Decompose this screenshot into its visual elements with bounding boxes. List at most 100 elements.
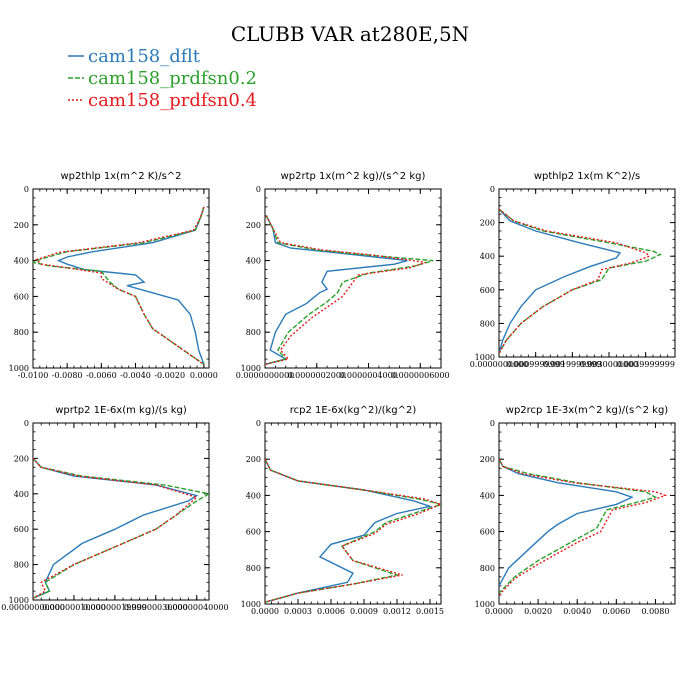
x-tick-label: -0.0060 (86, 371, 117, 380)
y-tick-label: 800 (246, 328, 261, 337)
panel-title: wp2thlp 1x(m^2 K)/s^2 (60, 171, 181, 182)
plot-frame (498, 422, 676, 605)
x-tick-label: 0.0019999999 (543, 360, 602, 369)
y-tick-label: 400 (480, 491, 495, 500)
x-tick-label: 0.00000019999 (83, 603, 147, 612)
series-line-cam158_prdfsn0.4 (499, 458, 668, 596)
y-tick-label: 200 (246, 221, 261, 230)
y-tick-label: 800 (14, 561, 29, 570)
x-tick-label: -0.0100 (18, 371, 49, 380)
x-tick-label: -0.0040 (120, 371, 151, 380)
panel-1: wp2thlp 1x(m^2 K)/s^202004006008001000-0… (9, 171, 218, 380)
y-tick-label: 600 (246, 292, 261, 301)
series-line-cam158_prdfsn0.2 (265, 215, 434, 366)
panel-title: wp2rtp 1x(m^2 kg)/(s^2 kg) (281, 171, 426, 182)
y-tick-label: 200 (246, 455, 261, 464)
plot-frame (498, 188, 676, 358)
x-tick-label: 0.00000030000 (124, 603, 188, 612)
panel-title: wprtp2 1E-6x(m kg)/(s kg) (55, 405, 187, 416)
y-tick-label: 0 (256, 185, 261, 194)
panel-3: wpthlp2 1x(m K^2)/s020040060080010000.00… (470, 171, 676, 369)
y-tick-label: 400 (246, 257, 261, 266)
x-tick-label: 0.0012 (383, 607, 411, 616)
x-tick-label: 0.0009999999 (506, 360, 565, 369)
panel-6: wp2rcp 1E-3x(m^2 kg)/(s^2 kg) 0 200 400 600 8… (475, 405, 676, 616)
series-line-cam158_dflt (56, 206, 205, 365)
y-tick-label: 1000 (9, 364, 29, 373)
x-tick-label: 0.0080 (641, 607, 669, 616)
x-tick-label: 0.00000000000 (1, 603, 65, 612)
x-tick-label: 0.0000002000 (287, 371, 346, 380)
y-tick-label: 400 (480, 252, 495, 261)
y-tick-label: 1000 (241, 600, 261, 609)
series-line-cam158_prdfsn0.4 (499, 208, 651, 354)
series-line-cam158_dflt (265, 458, 433, 603)
y-tick-label: 400 (14, 257, 29, 266)
x-tick-label: 0.0000004000 (339, 371, 398, 380)
y-tick-label: 0 (24, 185, 29, 194)
y-tick-label: 600 (480, 528, 495, 537)
series-line-cam158_prdfsn0.4 (35, 206, 205, 365)
y-tick-label: 200 (14, 454, 29, 463)
series-line-cam158_prdfsn0.4 (265, 458, 441, 603)
x-tick-label: 0.0000 (251, 607, 279, 616)
y-tick-label: 600 (14, 525, 29, 534)
x-tick-label: 0.0000 (190, 371, 218, 380)
plot-frame (32, 188, 210, 369)
y-tick-label: 200 (480, 455, 495, 464)
panel-4: wprtp2 1E-6x(m kg)/(s kg) 0 200 400 600 800 10… (1, 405, 228, 612)
y-tick-label: 1000 (9, 596, 29, 605)
panel-5: rcp2 1E-6x(kg^2)/(kg^2) 0 200 400 600 800 1000… (241, 405, 444, 616)
legend-label-1: cam158_prdfsn0.2 (88, 68, 257, 89)
y-tick-label: 800 (246, 564, 261, 573)
y-tick-label: 400 (14, 490, 29, 499)
panel-title: wp2rcp 1E-3x(m^2 kg)/(s^2 kg) (506, 405, 669, 416)
x-tick-label: 0.0000000000 (236, 371, 295, 380)
series-line-cam158_dflt (499, 458, 634, 587)
x-tick-label: 0.0039999999 (616, 360, 675, 369)
legend-label-0: cam158_dflt (88, 46, 201, 67)
y-tick-label: 800 (480, 319, 495, 328)
figure-title: CLUBB VAR at280E,5N (231, 22, 469, 46)
panel-title: wpthlp2 1x(m K^2)/s (534, 171, 640, 182)
series-line-cam158_prdfsn0.2 (499, 458, 658, 594)
panel-2: wp2rtp 1x(m^2 kg)/(s^2 kg) 0 200 400 600 800 1… (236, 171, 450, 380)
y-tick-label: 200 (480, 219, 495, 228)
legend-label-2: cam158_prdfsn0.4 (88, 90, 257, 111)
x-tick-label: 0.0040 (563, 607, 591, 616)
series-line-cam158_prdfsn0.4 (33, 457, 199, 599)
x-tick-label: 0.0060 (602, 607, 630, 616)
x-tick-label: 0.0003 (284, 607, 312, 616)
x-tick-label: 0.0020 (524, 607, 552, 616)
y-tick-label: 0 (256, 419, 261, 428)
y-tick-label: 0 (490, 185, 495, 194)
series-line-cam158_prdfsn0.2 (265, 458, 441, 603)
x-tick-label: 0.0009 (350, 607, 378, 616)
x-tick-label: 0.0030000000 (580, 360, 639, 369)
y-tick-label: 0 (24, 419, 29, 428)
legend: cam158_dflt cam158_prdfsn0.2 cam158_prdf… (68, 46, 257, 111)
series-line-cam158_prdfsn0.4 (265, 215, 426, 366)
y-tick-label: 800 (14, 328, 29, 337)
x-tick-label: 0.0015 (416, 607, 444, 616)
x-tick-label: 0.00000010000 (42, 603, 106, 612)
y-tick-label: 1000 (241, 364, 261, 373)
x-tick-label: 0.0000000000 (470, 360, 529, 369)
y-tick-label: 600 (246, 528, 261, 537)
y-tick-label: 0 (490, 419, 495, 428)
y-tick-label: 1000 (475, 353, 495, 362)
series-line-cam158_dflt (499, 208, 622, 354)
x-tick-label: 0.0006 (317, 607, 345, 616)
x-tick-label: 0.00000040000 (165, 603, 229, 612)
series-line-cam158_prdfsn0.2 (499, 208, 662, 354)
series-line-cam158_dflt (265, 215, 408, 366)
y-tick-label: 600 (480, 286, 495, 295)
y-tick-label: 1000 (475, 600, 495, 609)
x-tick-label: 0.0000 (485, 607, 513, 616)
y-tick-label: 200 (14, 221, 29, 230)
x-tick-label: 0.0000006000 (391, 371, 450, 380)
series-line-cam158_prdfsn0.2 (33, 457, 209, 599)
x-tick-label: -0.0080 (52, 371, 83, 380)
x-tick-label: -0.0020 (154, 371, 185, 380)
